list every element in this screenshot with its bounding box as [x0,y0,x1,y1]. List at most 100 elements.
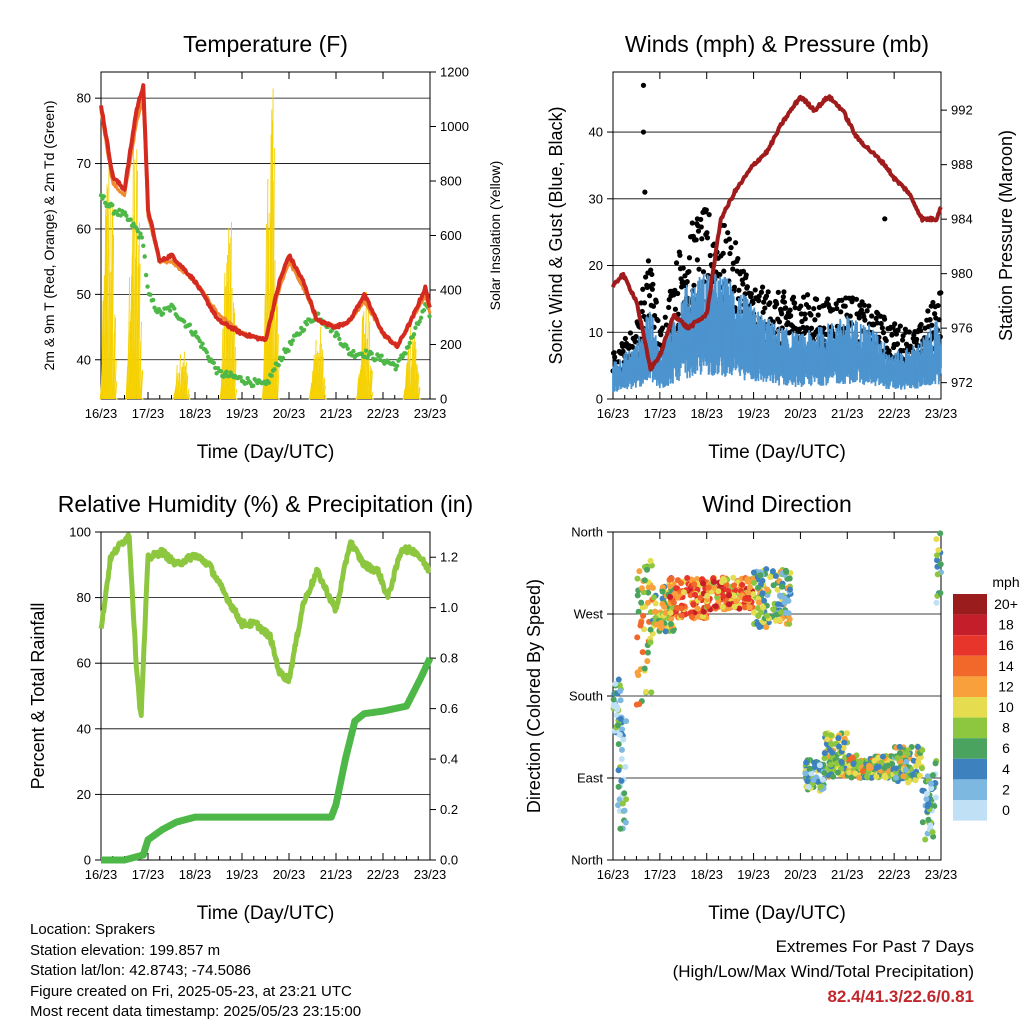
direction-point [687,592,694,599]
extremes-values: 82.4/41.3/22.6/0.81 [827,987,974,1006]
dewpoint-point [205,354,211,360]
gust-point [881,316,888,322]
gust-point [935,302,941,309]
direction-point [774,586,781,593]
gust-point [779,325,785,331]
direction-point [754,620,761,627]
direction-point [639,649,646,656]
dewpoint-point [286,348,291,354]
gust-point [839,297,845,303]
legend-title: mph [992,574,1019,590]
y-axis-label: Percent & Total Rainfall [28,603,48,790]
solar-spike [316,357,319,400]
solar-spike [324,394,327,400]
direction-point [640,612,647,619]
x-axis-label: Time (Day/UTC) [197,442,335,463]
y-tick-label: 40 [77,721,91,736]
direction-point [919,787,926,794]
x-axis-label: Time (Day/UTC) [708,903,846,924]
y-tick-label: 40 [77,352,91,367]
y-tick-label: 20 [77,787,91,802]
solar-spike [127,277,131,400]
direction-point [932,760,939,767]
dewpoint-point [351,348,356,354]
x-tick-label: 21/23 [320,406,353,421]
direction-point [879,753,886,760]
legend-label: 16 [998,637,1014,653]
legend-swatch [953,717,987,739]
direction-point [916,772,923,779]
gust-point [727,250,733,257]
dewpoint-point [369,351,374,356]
direction-point [868,774,875,781]
solar-spike [357,373,360,400]
direction-point [647,557,654,564]
gust-point [936,317,942,323]
dewpoint-point [266,380,271,385]
dewpoint-point [403,351,408,356]
solar-spike [320,355,323,400]
solar-spike [175,365,178,400]
y-axis-label: Direction (Colored By Speed) [524,579,544,813]
solar-spike [181,362,184,400]
gust-point [744,284,750,290]
direction-point [755,599,762,606]
direction-point [776,617,783,624]
dewpoint-point [128,217,133,222]
gust-point [930,299,936,306]
direction-point [621,807,628,814]
gust-point [932,311,938,317]
direction-point [642,688,649,695]
gust-point [790,294,797,300]
direction-point [750,591,757,598]
solar-spike [137,222,140,400]
x-axis-label: Time (Day/UTC) [708,442,846,463]
solar-spike [406,349,409,400]
direction-point [763,566,770,573]
gust-point [899,337,906,343]
solar-spike [318,326,322,400]
gust-point [802,316,808,322]
direction-point [617,688,624,695]
solar-spike [128,321,131,400]
direction-point [819,776,826,783]
direction-point [638,619,645,626]
solar-spike [105,184,108,400]
direction-point [622,819,629,826]
direction-point [927,822,934,829]
speed-legend: mph 20+ 18 16 14 12 10 8 6 4 2 0 [953,574,1020,821]
direction-point [636,568,643,575]
solar-spike [274,299,277,400]
direction-point [704,592,711,599]
solar-spike [265,179,269,400]
direction-point [759,577,766,584]
direction-point [914,743,921,750]
dewpoint-point [289,341,294,347]
direction-point [864,773,871,780]
direction-point [615,741,622,748]
gust-point [645,258,652,264]
direction-point [634,669,641,676]
direction-point [634,575,641,582]
solar-spike [139,321,142,400]
direction-point [730,574,737,581]
direction-point [808,770,815,777]
gust-point [806,304,812,310]
y2-tick-label: 600 [440,228,462,243]
dewpoint-point [138,231,143,236]
direction-point [759,590,766,597]
dewpoint-point [160,311,166,316]
x-tick-label: 21/23 [831,406,864,421]
legend-label: 6 [1002,740,1010,756]
direction-point [933,557,940,564]
gust-point [698,224,704,230]
gust-point [717,271,723,278]
direction-point [778,609,785,616]
extremes-block: Extremes For Past 7 Days (High/Low/Max W… [673,934,974,1009]
solar-spike [104,216,107,400]
dewpoint-point [304,322,310,327]
x-tick-label: 18/23 [690,406,723,421]
solar-spike [110,210,114,400]
x-tick-label: 19/23 [226,406,259,421]
gust-point [830,307,836,313]
